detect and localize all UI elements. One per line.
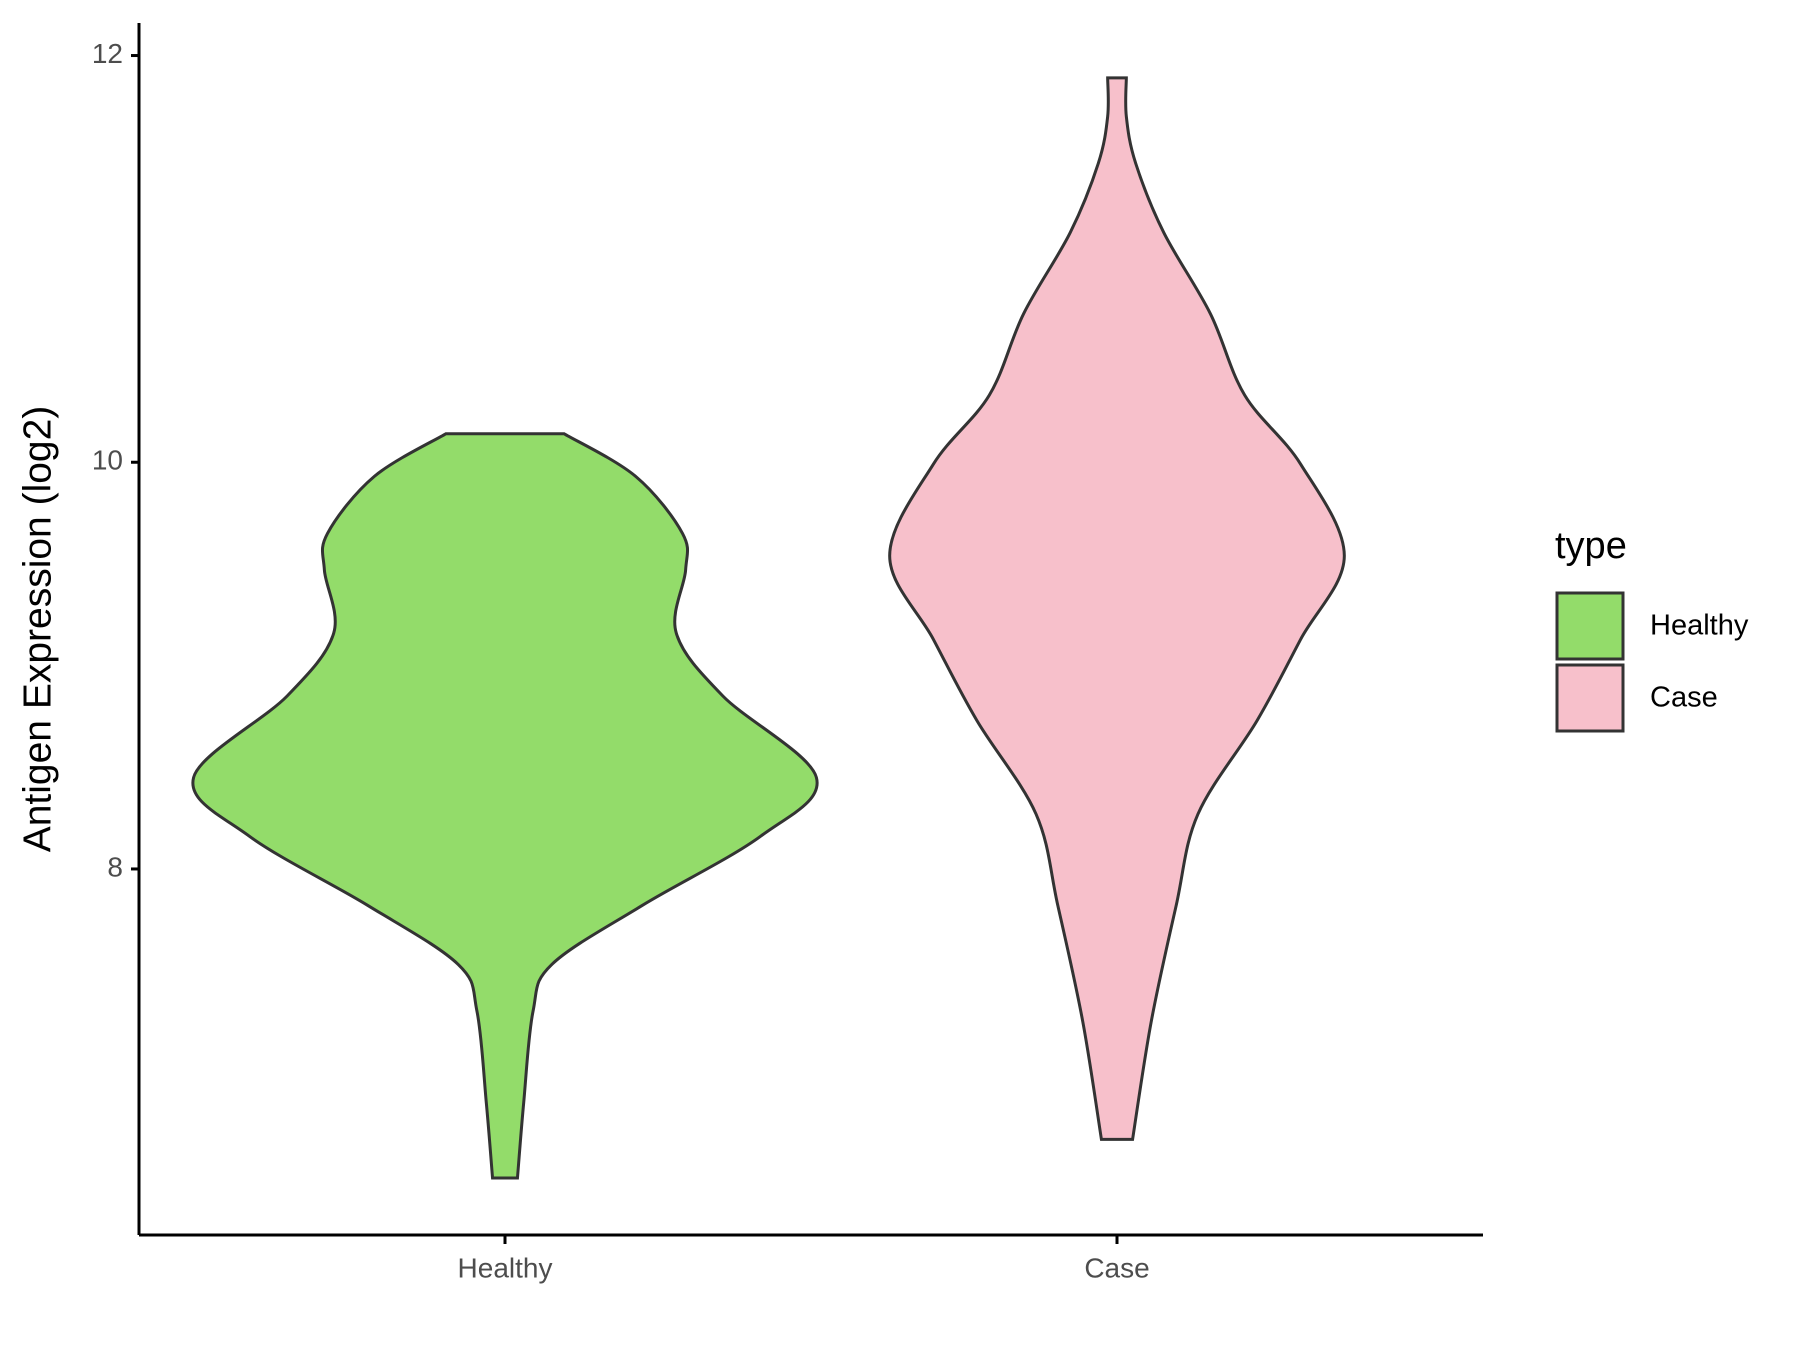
x-tick-label: Healthy [458,1252,553,1283]
y-tick-label: 12 [92,38,123,69]
x-tick-label: Case [1084,1252,1149,1283]
violin [888,76,1346,1141]
legend-key [1555,591,1625,661]
legend-title: type [1555,525,1627,567]
legend-label: Case [1650,682,1718,714]
legend-label: Healthy [1650,610,1749,642]
violin [191,432,819,1180]
y-axis-title: Antigen Expression (log2) [16,406,59,853]
y-tick-label: 10 [92,445,123,476]
legend-key [1555,663,1625,733]
y-tick-label: 8 [107,851,123,882]
